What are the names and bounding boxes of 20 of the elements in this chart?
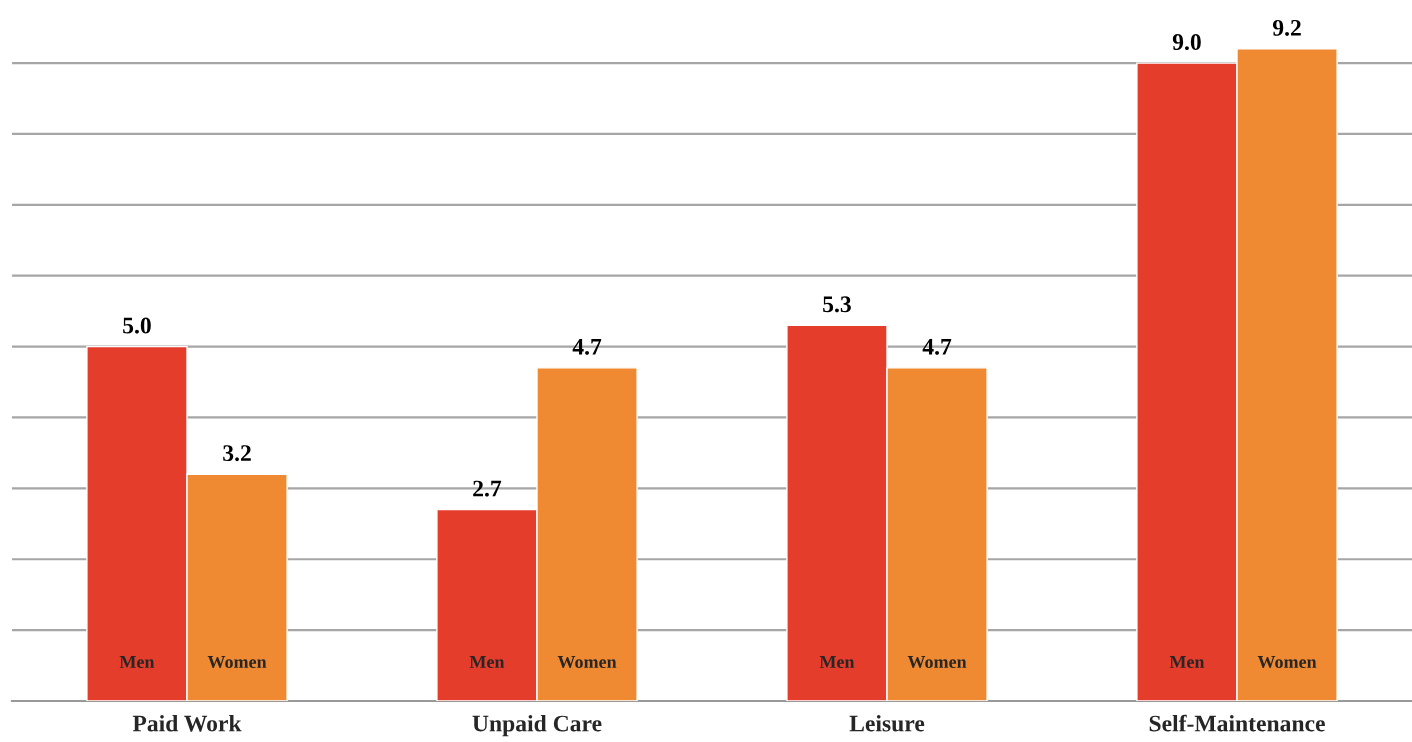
data-label: 9.0: [1172, 34, 1201, 51]
x-tick-label: Self-Maintenance: [1149, 714, 1325, 732]
x-tick-label: Paid Work: [132, 714, 242, 732]
data-label: 5.3: [823, 296, 851, 313]
data-label: 2.7: [473, 480, 502, 497]
data-label: 3.2: [223, 445, 251, 462]
data-label: 5.0: [123, 317, 151, 334]
data-label: 4.7: [572, 338, 602, 355]
data-label: 9.2: [1272, 19, 1301, 36]
text: Men: [1169, 656, 1205, 669]
text: Women: [1257, 656, 1317, 669]
text: Women: [557, 656, 617, 669]
text: Men: [119, 656, 155, 669]
text: Men: [819, 656, 855, 669]
data-label: 4.7: [922, 338, 952, 355]
x-tick-label: Leisure: [849, 714, 925, 732]
series-label: Men: [469, 656, 505, 669]
series-label: Women: [207, 656, 267, 669]
text: Women: [907, 656, 967, 669]
x-tick-label: Unpaid Care: [472, 714, 602, 737]
